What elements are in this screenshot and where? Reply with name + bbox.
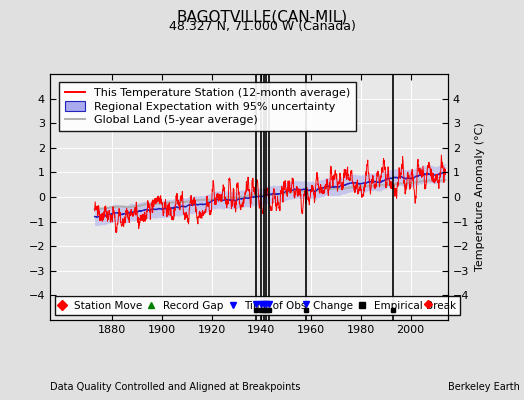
Text: 48.327 N, 71.000 W (Canada): 48.327 N, 71.000 W (Canada) — [169, 20, 355, 33]
Text: BAGOTVILLE(CAN-MIL): BAGOTVILLE(CAN-MIL) — [177, 10, 347, 25]
Legend: Station Move, Record Gap, Time of Obs. Change, Empirical Break: Station Move, Record Gap, Time of Obs. C… — [55, 296, 460, 315]
Text: Data Quality Controlled and Aligned at Breakpoints: Data Quality Controlled and Aligned at B… — [50, 382, 300, 392]
Y-axis label: Temperature Anomaly (°C): Temperature Anomaly (°C) — [475, 123, 485, 271]
Text: Berkeley Earth: Berkeley Earth — [448, 382, 520, 392]
